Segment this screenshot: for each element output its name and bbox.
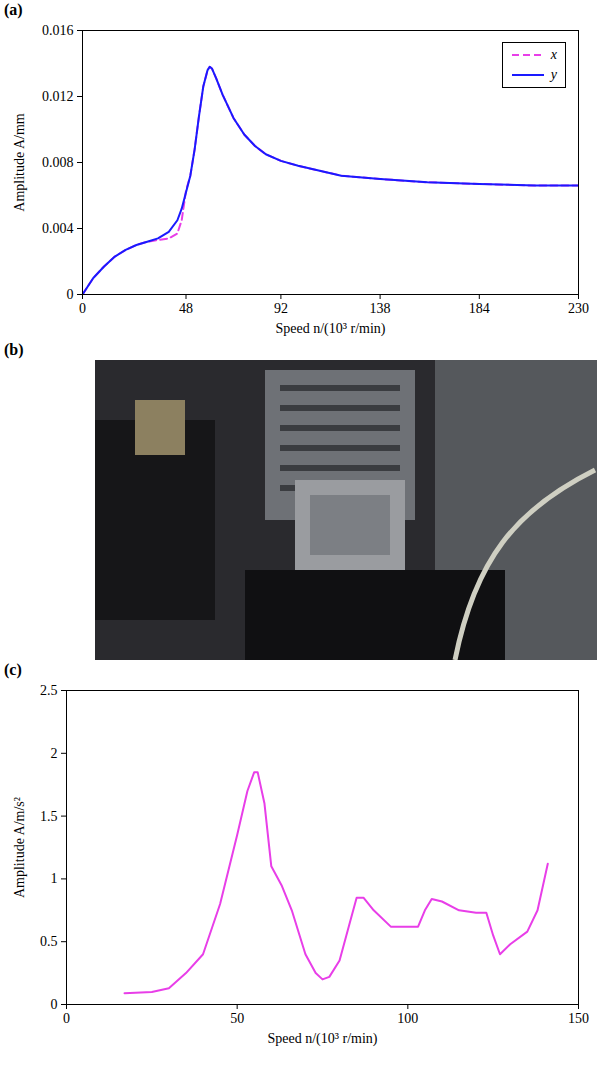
svg-text:1.5: 1.5: [40, 809, 58, 824]
svg-text:0.004: 0.004: [42, 221, 74, 236]
svg-text:Amplitude A/m/s²: Amplitude A/m/s²: [12, 797, 27, 898]
svg-text:0.012: 0.012: [42, 89, 74, 104]
html-text:x: x: [550, 47, 557, 62]
svg-text:0: 0: [51, 997, 58, 1012]
svg-text:0.008: 0.008: [42, 155, 74, 170]
html-text:(a): (a): [4, 1, 23, 18]
svg-text:0: 0: [79, 301, 86, 316]
svg-text:0.016: 0.016: [42, 23, 74, 38]
svg-text:Amplitude A/mm: Amplitude A/mm: [12, 113, 27, 212]
svg-text:0: 0: [67, 287, 74, 302]
svg-text:92: 92: [274, 301, 288, 316]
html-text:(b): (b): [4, 341, 24, 358]
svg-text:2: 2: [51, 746, 58, 761]
svg-text:50: 50: [230, 1011, 244, 1026]
svg-text:1: 1: [51, 871, 58, 886]
svg-text:0.5: 0.5: [40, 934, 58, 949]
html-text:y: y: [550, 67, 557, 82]
html-text:(c): (c): [4, 661, 22, 678]
svg-text:184: 184: [469, 301, 490, 316]
svg-text:2.5: 2.5: [40, 683, 58, 698]
svg-text:0: 0: [63, 1011, 70, 1026]
svg-text:100: 100: [397, 1011, 418, 1026]
svg-text:48: 48: [179, 301, 193, 316]
svg-text:Speed n/(10³ r/min): Speed n/(10³ r/min): [276, 321, 386, 337]
svg-text:Speed n/(10³ r/min): Speed n/(10³ r/min): [268, 1031, 378, 1047]
svg-text:150: 150: [568, 1011, 589, 1026]
svg-text:138: 138: [370, 301, 391, 316]
svg-text:230: 230: [568, 301, 589, 316]
